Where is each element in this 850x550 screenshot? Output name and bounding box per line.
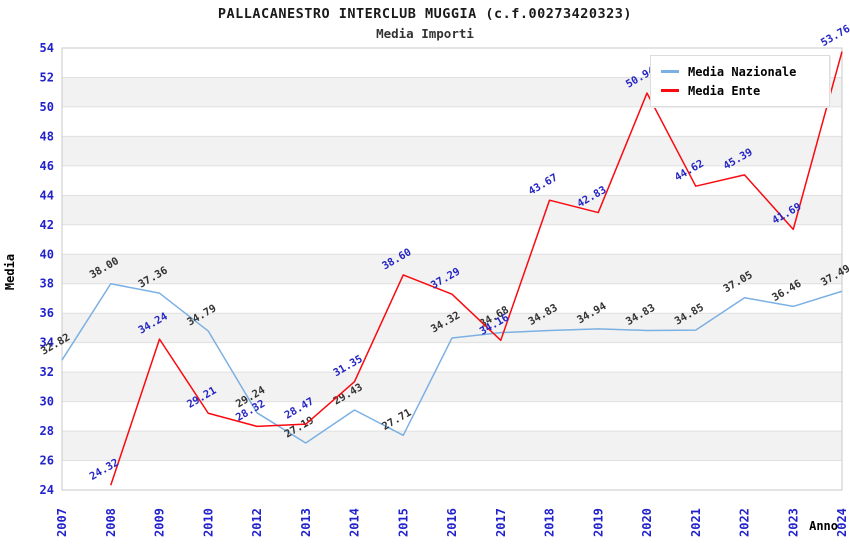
- y-tick-label: 48: [40, 129, 54, 143]
- plot-band: [62, 431, 842, 461]
- y-tick-label: 42: [40, 218, 54, 232]
- y-tick-label: 24: [40, 483, 54, 497]
- plot-band: [62, 136, 842, 166]
- legend-swatch-media-ente: [661, 89, 679, 92]
- legend-item-media-nazionale: Media Nazionale: [661, 62, 821, 81]
- plot-band: [62, 372, 842, 402]
- y-tick-label: 32: [40, 365, 54, 379]
- plot-band: [62, 165, 842, 196]
- x-tick-label: 2018: [543, 508, 557, 537]
- x-tick-label: 2009: [153, 508, 167, 537]
- y-tick-label: 52: [40, 70, 54, 84]
- y-tick-label: 40: [40, 247, 54, 261]
- y-tick-label: 28: [40, 424, 54, 438]
- plot-band: [62, 106, 842, 137]
- legend-label-media-nazionale: Media Nazionale: [688, 64, 797, 79]
- y-tick-label: 34: [40, 336, 54, 350]
- x-tick-label: 2021: [689, 508, 703, 537]
- x-tick-label: 2014: [348, 508, 362, 537]
- plot-band: [62, 460, 842, 490]
- y-tick-label: 44: [40, 188, 54, 202]
- plot-band: [62, 195, 842, 225]
- x-tick-label: 2017: [494, 508, 508, 537]
- x-tick-label: 2012: [250, 508, 264, 537]
- x-tick-label: 2016: [445, 508, 459, 537]
- x-tick-label: 2013: [299, 508, 313, 537]
- x-tick-label: 2007: [55, 508, 69, 537]
- series-line-media-nazionale: [61, 282, 843, 444]
- y-tick-label: 38: [40, 277, 54, 291]
- y-tick-label: 30: [40, 395, 54, 409]
- x-tick-label: 2015: [396, 508, 410, 537]
- x-tick-label: 2024: [835, 508, 849, 537]
- legend-item-media-ente: Media Ente: [661, 81, 821, 100]
- x-axis-title: Anno: [809, 519, 838, 533]
- y-tick-label: 36: [40, 306, 54, 320]
- plot-band: [62, 254, 842, 284]
- plot-band: [62, 342, 842, 373]
- y-tick-label: 54: [40, 41, 54, 55]
- plot-band: [62, 224, 842, 255]
- legend: Media Nazionale Media Ente: [650, 55, 830, 107]
- x-tick-label: 2019: [591, 508, 605, 537]
- y-tick-label: 46: [40, 159, 54, 173]
- series-line-media-ente: [110, 51, 843, 486]
- legend-label-media-ente: Media Ente: [688, 83, 761, 98]
- plot-border: [61, 47, 843, 491]
- plot-band: [62, 283, 842, 314]
- legend-swatch-media-nazionale: [661, 70, 679, 73]
- x-tick-label: 2020: [640, 508, 654, 537]
- y-tick-label: 26: [40, 454, 54, 468]
- chart-subtitle: Media Importi: [376, 26, 474, 41]
- x-tick-label: 2023: [786, 508, 800, 537]
- x-tick-label: 2008: [104, 508, 118, 537]
- chart-title: PALLACANESTRO INTERCLUB MUGGIA (c.f.0027…: [217, 6, 633, 22]
- y-axis-title: Media: [3, 254, 17, 290]
- y-tick-label: 50: [40, 100, 54, 114]
- x-tick-label: 2022: [738, 508, 752, 537]
- data-label-media-ente: 53.76: [819, 23, 850, 49]
- plot-band: [62, 401, 842, 432]
- x-tick-label: 2010: [201, 508, 215, 537]
